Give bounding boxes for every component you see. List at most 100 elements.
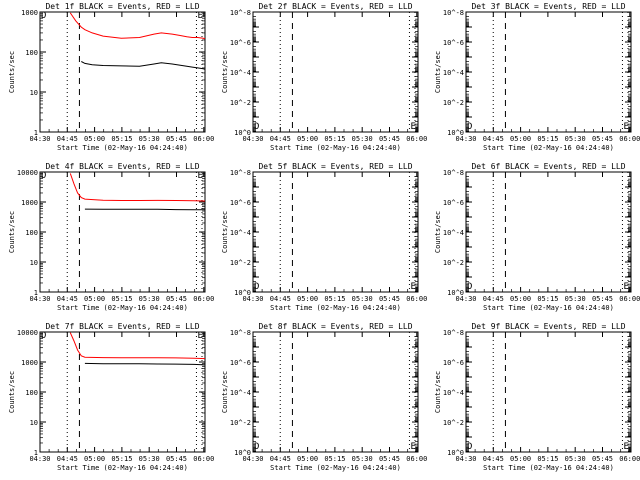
y-tick-label: 10^-6 [443,39,464,47]
chart-title: Det 6f BLACK = Events, RED = LLD [471,162,625,171]
marker-e-label: E [623,122,628,132]
marker-d-label: D [41,11,46,21]
x-tick-label: 05:15 [537,455,558,463]
x-tick-label: 04:30 [29,455,50,463]
x-tick-label: 04:45 [270,455,291,463]
y-tick-label: 10^-4 [230,389,251,397]
events-series-line [84,362,206,366]
x-tick-label: 06:00 [193,455,214,463]
y-tick-label: 10^0 [234,289,251,297]
x-tick-label: 05:15 [537,295,558,303]
lld-series-line [69,173,206,202]
x-tick-label: 05:30 [565,295,586,303]
marker-e-label: E [410,122,415,132]
plot-frame [252,171,419,293]
plot-frame [465,331,632,453]
y-tick-label: 1 [34,129,38,137]
y-axis-label: Counts/sec [434,211,442,253]
x-tick-label: 05:15 [537,135,558,143]
y-tick-label: 10^-4 [230,229,251,237]
x-tick-label: 04:30 [455,295,476,303]
y-tick-label: 1 [34,449,38,457]
x-tick-label: 06:00 [406,135,427,143]
marker-e-label: E [197,11,202,21]
marker-d-label: D [41,331,46,341]
chart-panel: Det 7f BLACK = Events, RED = LLD 1 10 100 10… [8,322,214,472]
x-tick-label: 05:15 [324,295,345,303]
x-tick-label: 05:15 [111,135,132,143]
y-tick-label: 10^-4 [443,229,464,237]
x-tick-label: 04:30 [455,455,476,463]
x-tick-label: 05:45 [592,295,613,303]
y-tick-label: 100 [25,229,38,237]
x-tick-label: 05:30 [352,455,373,463]
y-tick-label: 10^-8 [230,9,251,17]
marker-d-label: D [254,442,259,452]
plot-frame [465,11,632,133]
x-tick-label: 05:30 [352,295,373,303]
marker-e-label: E [410,282,415,292]
x-tick-label: 06:00 [619,135,640,143]
plot-frame [39,331,206,453]
y-tick-label: 10^-6 [443,199,464,207]
marker-e-label: E [197,171,202,181]
y-tick-label: 1 [34,289,38,297]
x-tick-label: 05:30 [565,135,586,143]
x-tick-label: 04:45 [483,295,504,303]
plot-frame [465,171,632,293]
events-series-line [84,208,206,211]
marker-e-label: E [410,442,415,452]
chart-panel: Det 4f BLACK = Events, RED = LLD 1 10 100 10… [8,162,214,312]
x-axis-label: Start Time (02-May-16 04:24:40) [483,464,614,472]
x-tick-label: 06:00 [193,135,214,143]
marker-e-label: E [623,282,628,292]
x-tick-label: 04:45 [270,295,291,303]
y-tick-label: 10^-6 [230,199,251,207]
y-tick-label: 10000 [17,329,38,337]
y-tick-label: 10^-6 [230,359,251,367]
chart-panel: Det 8f BLACK = Events, RED = LLD 10^-8 10^… [221,322,427,472]
chart-panel: Det 1f BLACK = Events, RED = LLD 1 10 100 10… [8,2,214,152]
x-tick-label: 05:45 [166,295,187,303]
y-axis-label: Counts/sec [8,51,16,93]
x-axis-label: Start Time (02-May-16 04:24:40) [483,304,614,312]
x-tick-label: 05:30 [139,455,160,463]
x-axis-label: Start Time (02-May-16 04:24:40) [270,304,401,312]
x-tick-label: 04:30 [242,295,263,303]
x-tick-label: 06:00 [619,295,640,303]
y-axis-label: Counts/sec [221,371,229,413]
chart-panel: Det 2f BLACK = Events, RED = LLD 10^-8 10^… [221,2,427,152]
y-tick-label: 10^0 [447,129,464,137]
events-series-line [81,61,206,70]
x-axis-label: Start Time (02-May-16 04:24:40) [57,464,188,472]
x-tick-label: 05:00 [84,135,105,143]
x-tick-label: 04:30 [455,135,476,143]
x-tick-label: 05:15 [111,455,132,463]
marker-e-label: E [623,442,628,452]
y-tick-label: 10^-4 [443,69,464,77]
y-tick-label: 10^-2 [443,259,464,267]
chart-panel: Det 9f BLACK = Events, RED = LLD 10^-8 10^… [434,322,640,472]
y-tick-label: 10^-8 [443,329,464,337]
x-axis-label: Start Time (02-May-16 04:24:40) [270,144,401,152]
y-tick-label: 10 [30,419,38,427]
y-axis-label: Counts/sec [434,371,442,413]
x-tick-label: 05:00 [297,295,318,303]
x-tick-label: 05:45 [166,135,187,143]
chart-panel: Det 5f BLACK = Events, RED = LLD 10^-8 10^… [221,162,427,312]
y-tick-label: 10000 [17,169,38,177]
marker-d-label: D [467,442,472,452]
x-tick-label: 05:15 [324,455,345,463]
y-tick-label: 1000 [21,199,38,207]
x-tick-label: 04:45 [57,455,78,463]
y-tick-label: 10^-2 [230,99,251,107]
x-tick-label: 04:45 [270,135,291,143]
chart-title: Det 5f BLACK = Events, RED = LLD [258,162,412,171]
chart-title: Det 9f BLACK = Events, RED = LLD [471,322,625,331]
x-tick-label: 05:00 [510,455,531,463]
y-tick-label: 100 [25,389,38,397]
plot-frame [252,11,419,133]
x-tick-label: 05:15 [111,295,132,303]
x-tick-label: 04:30 [29,135,50,143]
